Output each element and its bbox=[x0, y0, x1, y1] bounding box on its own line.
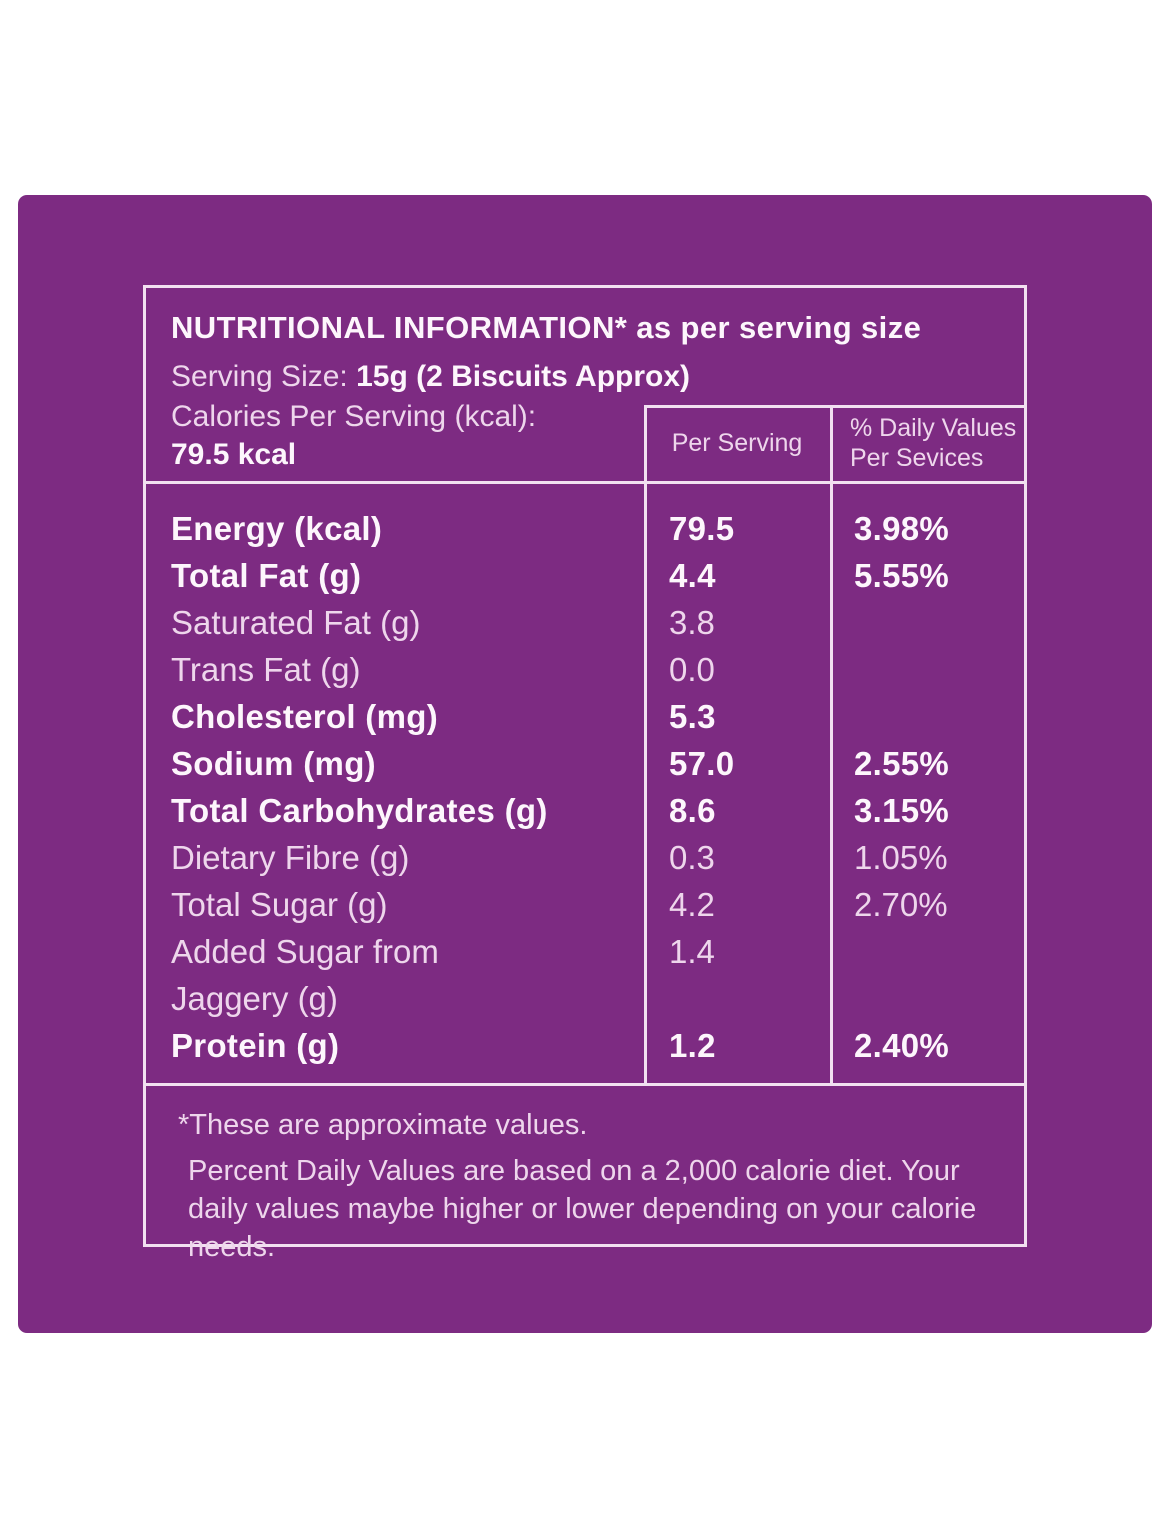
row-label: Total Sugar (g) bbox=[171, 886, 388, 923]
row-label: Sodium (mg) bbox=[171, 745, 376, 782]
row-value-daily-pct: 2.40% bbox=[854, 1027, 950, 1064]
purple-panel: NUTRITIONAL INFORMATION* as per serving … bbox=[18, 195, 1152, 1333]
daily-values-line1: % Daily Values bbox=[850, 414, 1017, 442]
row-label: Energy (kcal) bbox=[171, 510, 383, 547]
row-value-per-serving: 8.6 bbox=[669, 792, 716, 829]
column-header-daily-values: % Daily Values Per Sevices bbox=[830, 405, 1024, 481]
row-value-per-serving: 57.0 bbox=[669, 745, 735, 782]
nutrition-info-box: NUTRITIONAL INFORMATION* as per serving … bbox=[143, 285, 1027, 1263]
column-header-per-serving: Per Serving bbox=[671, 428, 803, 457]
row-value-daily-pct: 3.98% bbox=[854, 510, 950, 547]
footnote-approx-values: *These are approximate values. bbox=[178, 1109, 588, 1141]
serving-size-label: Serving Size: bbox=[171, 360, 357, 393]
row-label: Total Carbohydrates (g) bbox=[171, 792, 548, 829]
row-label: Added Sugar from Jaggery (g) bbox=[171, 933, 439, 1017]
table-row: Cholesterol (mg) 5.3 bbox=[146, 693, 1024, 740]
row-value-daily-pct: 3.15% bbox=[854, 792, 950, 829]
row-value-per-serving: 0.0 bbox=[669, 651, 715, 688]
footnotes: *These are approximate values. Percent D… bbox=[146, 1083, 1024, 1263]
row-value-daily-pct: 5.55% bbox=[854, 557, 950, 594]
serving-size-value: 15g (2 Biscuits Approx) bbox=[356, 360, 691, 393]
table-row: Trans Fat (g) 0.0 bbox=[146, 646, 1024, 693]
table-row: Total Carbohydrates (g) 8.6 3.15% bbox=[146, 787, 1024, 834]
row-value-per-serving: 3.8 bbox=[669, 604, 715, 641]
table-row: Added Sugar from Jaggery (g) 1.4 bbox=[146, 928, 1024, 1022]
table-row: Saturated Fat (g) 3.8 bbox=[146, 599, 1024, 646]
row-value-per-serving: 0.3 bbox=[669, 839, 715, 876]
row-label: Total Fat (g) bbox=[171, 557, 362, 594]
row-label: Dietary Fibre (g) bbox=[171, 839, 410, 876]
table-row: Total Sugar (g) 4.2 2.70% bbox=[146, 881, 1024, 928]
table-row: Dietary Fibre (g) 0.3 1.05% bbox=[146, 834, 1024, 881]
table-row: Protein (g) 1.2 2.40% bbox=[146, 1022, 1024, 1069]
row-value-per-serving: 1.2 bbox=[669, 1027, 716, 1064]
row-value-per-serving: 4.2 bbox=[669, 886, 715, 923]
header-cell-top-divider bbox=[644, 405, 1024, 408]
header-bottom-divider bbox=[146, 481, 1024, 484]
footnote-daily-values: Percent Daily Values are based on a 2,00… bbox=[188, 1155, 977, 1263]
row-label: Cholesterol (mg) bbox=[171, 698, 438, 735]
nutrition-table: Energy (kcal) 79.5 3.98% Total Fat (g) 4.4 5.… bbox=[146, 484, 1024, 1083]
row-value-per-serving: 79.5 bbox=[669, 510, 735, 547]
table-row: Sodium (mg) 57.0 2.55% bbox=[146, 740, 1024, 787]
nutrition-title: NUTRITIONAL INFORMATION* as per serving … bbox=[171, 310, 922, 345]
row-label: Saturated Fat (g) bbox=[171, 604, 421, 641]
row-value-per-serving: 5.3 bbox=[669, 698, 716, 735]
table-row: Energy (kcal) 79.5 3.98% bbox=[146, 505, 1024, 552]
row-value-daily-pct: 2.55% bbox=[854, 745, 950, 782]
daily-values-line2: Per Sevices bbox=[850, 444, 984, 472]
column-divider-1 bbox=[644, 405, 647, 1083]
row-label: Protein (g) bbox=[171, 1027, 340, 1064]
serving-size-line: Serving Size: 15g (2 Biscuits Approx) bbox=[171, 360, 690, 394]
calories-per-serving-label: Calories Per Serving (kcal): bbox=[171, 400, 537, 433]
row-value-per-serving: 4.4 bbox=[669, 557, 716, 594]
calories-per-serving-value: 79.5 kcal bbox=[171, 438, 297, 471]
table-bottom-divider bbox=[146, 1083, 1024, 1086]
row-label: Trans Fat (g) bbox=[171, 651, 361, 688]
row-value-per-serving: 1.4 bbox=[669, 933, 715, 970]
row-value-daily-pct: 2.70% bbox=[854, 886, 948, 923]
row-value-daily-pct: 1.05% bbox=[854, 839, 948, 876]
table-row: Total Fat (g) 4.4 5.55% bbox=[146, 552, 1024, 599]
column-divider-2 bbox=[830, 405, 833, 1083]
